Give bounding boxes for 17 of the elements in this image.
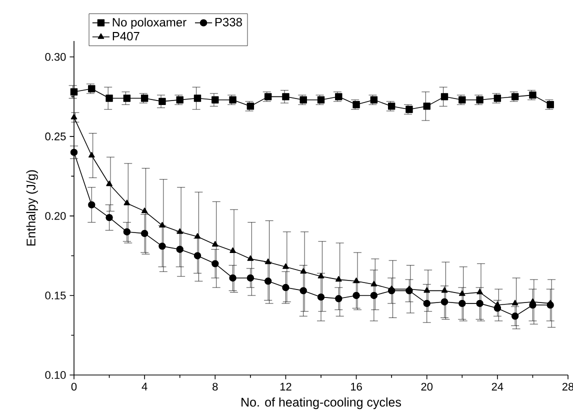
- x-tick-label: 12: [280, 382, 292, 390]
- x-tick-label: 4: [142, 382, 148, 390]
- y-tick-label: 0.15: [45, 292, 66, 300]
- x-tick-label: 16: [351, 382, 362, 391]
- x-tick-label: 24: [492, 382, 504, 390]
- x-tick-label: 0: [71, 382, 77, 391]
- x-axis-title: No. of heating-cooling cycles: [242, 397, 402, 410]
- x-tick-label: 8: [212, 382, 218, 391]
- y-tick-label: 0.10: [45, 371, 66, 379]
- y-axis-title: Enthalpy (J/g): [26, 170, 38, 246]
- legend-label: P338: [215, 18, 242, 26]
- x-tick-label: 20: [421, 382, 433, 391]
- legend-label: P407: [112, 32, 140, 40]
- legend-label: No poloxamer: [112, 18, 186, 29]
- y-tick-label: 0.20: [45, 212, 66, 220]
- y-tick-label: 0.25: [45, 132, 66, 140]
- y-tick-label: 0.30: [45, 53, 66, 61]
